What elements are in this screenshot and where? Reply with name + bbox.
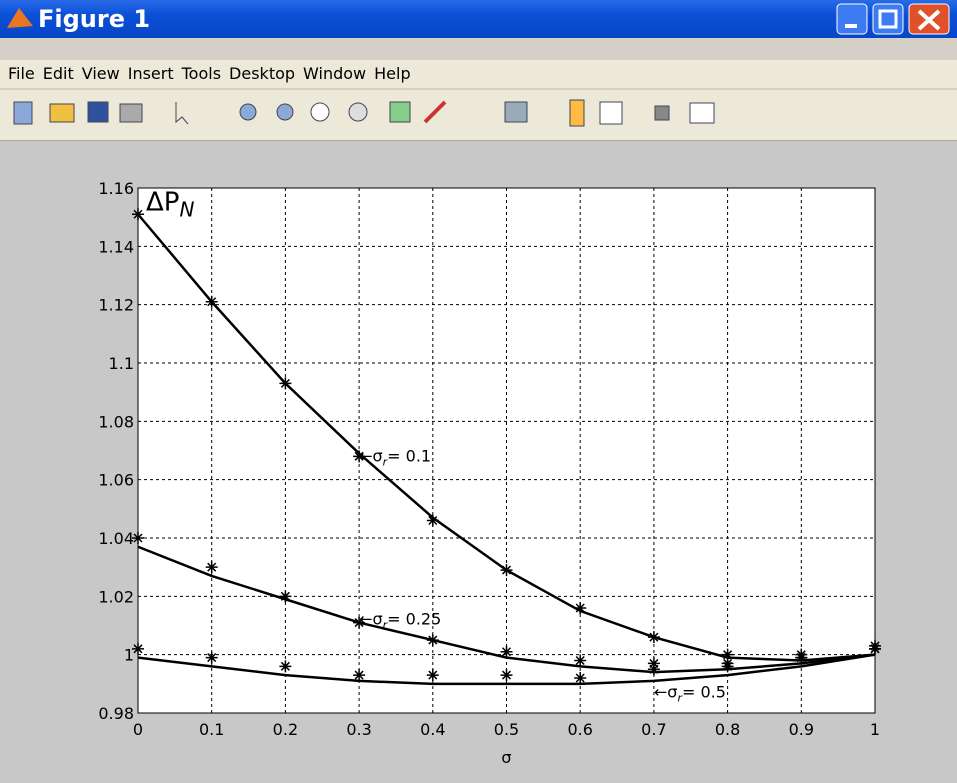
x-tick-label: 1 <box>870 720 880 739</box>
y-tick-label: 1.1 <box>109 354 134 373</box>
annotation: ←σr= 0.25 <box>359 610 441 632</box>
x-tick-label: 0.1 <box>199 720 224 739</box>
y-tick-label: 1.16 <box>98 179 134 198</box>
y-tick-label: 1.08 <box>98 412 134 431</box>
annotation-text: ←σ <box>359 446 383 465</box>
x-tick-label: 0.3 <box>346 720 371 739</box>
chart: 00.10.20.30.40.50.60.70.80.910.9811.021.… <box>0 0 957 783</box>
annotation-text: ←σ <box>359 610 383 629</box>
x-tick-label: 0.6 <box>567 720 592 739</box>
y-tick-label: 0.98 <box>98 704 134 723</box>
window: Figure 1 FileEditViewInsertToolsDesktopW… <box>0 0 957 783</box>
annotation-text: = 0.25 <box>387 610 441 629</box>
y-tick-label: 1.06 <box>98 471 134 490</box>
annotation-subscript: N <box>179 198 194 222</box>
annotation-text: = 0.5 <box>682 683 726 702</box>
x-tick-label: 0.7 <box>641 720 666 739</box>
annotation-text: ←σ <box>654 683 678 702</box>
x-tick-label: 0.9 <box>789 720 814 739</box>
x-tick-label: 0.2 <box>273 720 298 739</box>
y-tick-label: 1.02 <box>98 587 134 606</box>
y-tick-label: 1.12 <box>98 296 134 315</box>
x-tick-label: 0 <box>133 720 143 739</box>
x-tick-label: 0.4 <box>420 720 445 739</box>
annotation: ←σr= 0.5 <box>654 683 726 705</box>
x-tick-label: 0.5 <box>494 720 519 739</box>
y-tick-label: 1.04 <box>98 529 134 548</box>
x-axis-label: σ <box>501 748 511 767</box>
annotation-text: = 0.1 <box>387 446 431 465</box>
annotation-text: ΔP <box>146 188 179 218</box>
y-tick-label: 1.14 <box>98 237 134 256</box>
annotation: ←σr= 0.1 <box>359 446 431 468</box>
x-tick-label: 0.8 <box>715 720 740 739</box>
